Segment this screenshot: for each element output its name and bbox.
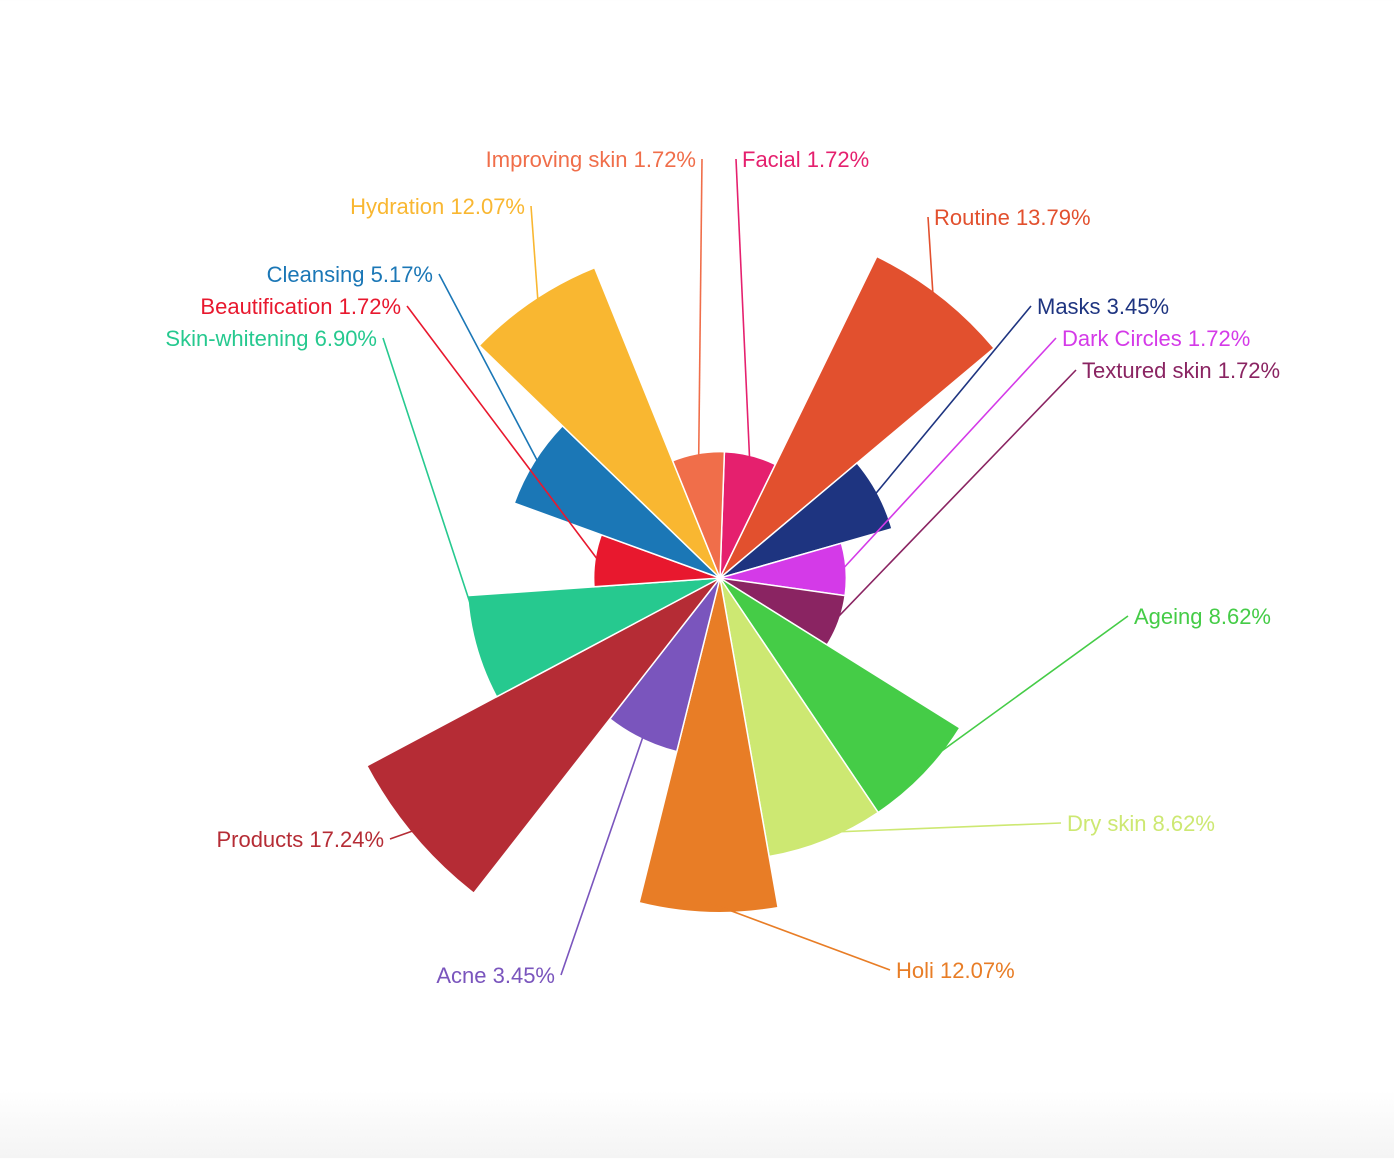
leader-line-masks — [872, 305, 1032, 498]
leader-line-dry-skin — [822, 822, 1062, 834]
data-label-acne: Acne 3.45% — [436, 963, 555, 988]
data-label-products: Products 17.24% — [216, 827, 384, 852]
data-label-ageing: Ageing 8.62% — [1134, 604, 1271, 629]
data-label-skin-whitening: Skin-whitening 6.90% — [165, 326, 377, 351]
leader-line-routine — [927, 216, 935, 305]
slice-hydration[interactable] — [478, 266, 721, 579]
slice-ageing[interactable] — [719, 577, 961, 814]
data-label-cleansing: Cleansing 5.17% — [267, 262, 433, 287]
leader-line-cleansing — [438, 273, 541, 466]
data-label-holi: Holi 12.07% — [896, 958, 1015, 983]
slice-routine[interactable] — [719, 255, 996, 579]
leader-line-acne — [560, 733, 645, 976]
data-label-dark-circles: Dark Circles 1.72% — [1062, 326, 1250, 351]
data-label-hydration: Hydration 12.07% — [350, 194, 525, 219]
leader-line-products — [389, 826, 424, 840]
data-label-facial: Facial 1.72% — [742, 147, 869, 172]
leader-line-skin-whitening — [382, 337, 485, 646]
slice-holi[interactable] — [638, 577, 779, 914]
leader-line-ageing — [916, 615, 1129, 770]
slice-dry-skin[interactable] — [719, 577, 880, 858]
leader-line-beautification — [406, 305, 600, 562]
data-label-routine: Routine 13.79% — [934, 205, 1091, 230]
leader-line-facial — [735, 158, 751, 460]
data-label-improving-skin: Improving skin 1.72% — [486, 147, 696, 172]
slice-masks[interactable] — [719, 461, 893, 579]
data-label-textured-skin: Textured skin 1.72% — [1082, 358, 1280, 383]
slice-products[interactable] — [365, 577, 721, 895]
leader-line-improving-skin — [697, 158, 703, 458]
data-label-dry-skin: Dry skin 8.62% — [1067, 811, 1215, 836]
data-label-beautification: Beautification 1.72% — [200, 294, 401, 319]
leader-line-dark-circles — [841, 337, 1057, 571]
leader-line-hydration — [530, 205, 540, 309]
leader-line-holi — [708, 901, 891, 971]
data-label-masks: Masks 3.45% — [1037, 294, 1169, 319]
leader-line-textured-skin — [834, 369, 1077, 621]
